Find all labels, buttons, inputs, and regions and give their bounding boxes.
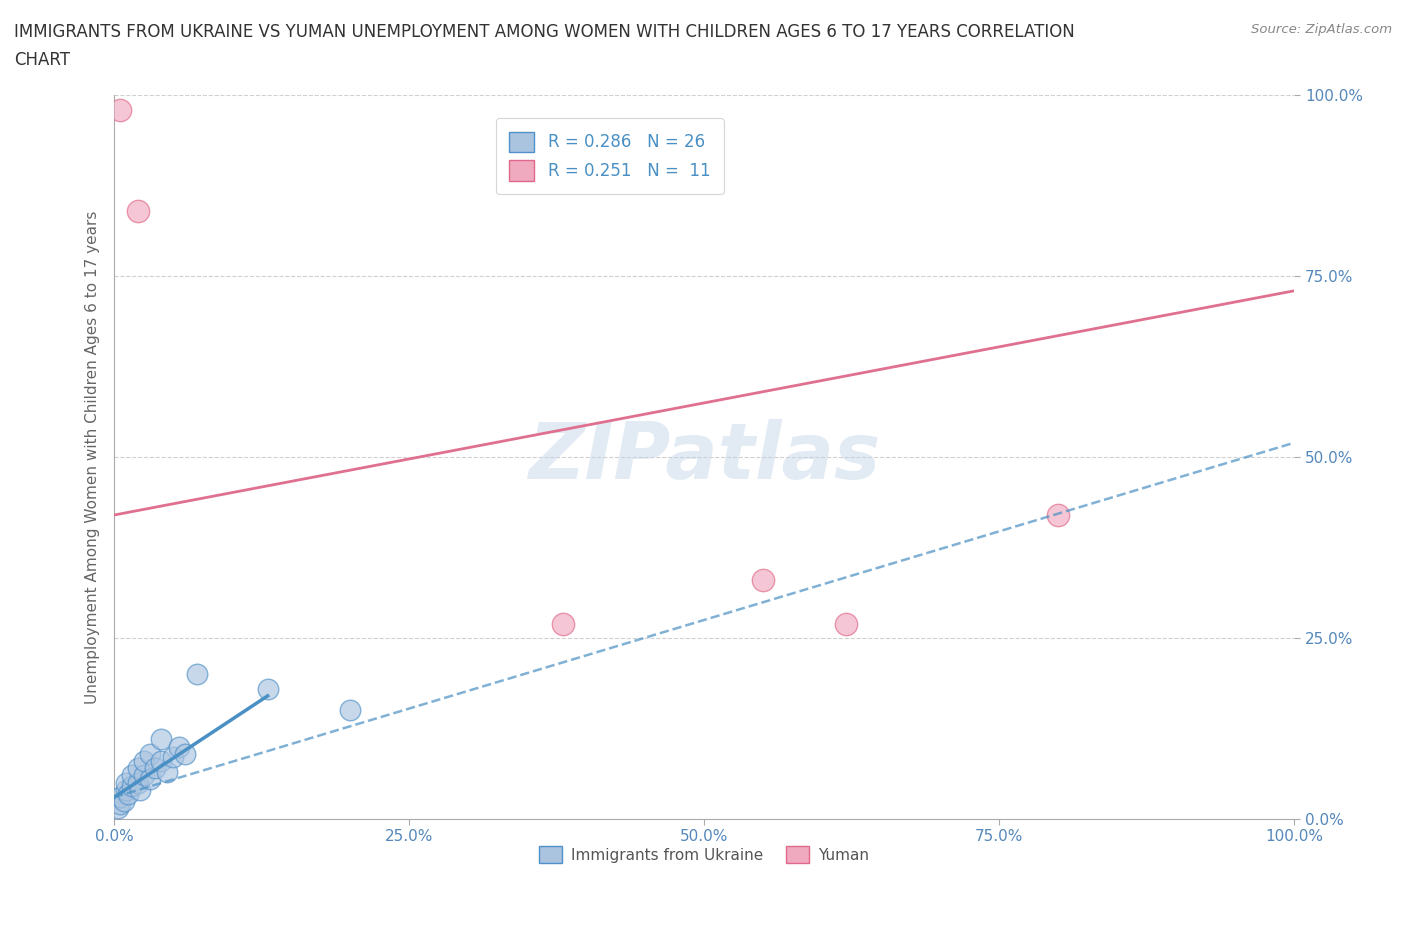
- Point: [108, 790, 131, 804]
- Y-axis label: Unemployment Among Women with Children Ages 6 to 17 years: Unemployment Among Women with Children A…: [86, 210, 100, 704]
- Point: [174, 746, 197, 761]
- Point: [121, 768, 143, 783]
- Text: IMMIGRANTS FROM UKRAINE VS YUMAN UNEMPLOYMENT AMONG WOMEN WITH CHILDREN AGES 6 T: IMMIGRANTS FROM UKRAINE VS YUMAN UNEMPLO…: [14, 23, 1074, 41]
- Point: [117, 786, 139, 801]
- Point: [150, 732, 173, 747]
- Point: [339, 703, 361, 718]
- Point: [138, 746, 160, 761]
- Point: [551, 616, 574, 631]
- Legend: Immigrants from Ukraine, Yuman: Immigrants from Ukraine, Yuman: [533, 840, 876, 870]
- Point: [186, 667, 208, 682]
- Point: [115, 776, 138, 790]
- Point: [132, 753, 155, 768]
- Point: [256, 681, 278, 696]
- Point: [752, 573, 775, 588]
- Text: Source: ZipAtlas.com: Source: ZipAtlas.com: [1251, 23, 1392, 36]
- Point: [112, 793, 135, 808]
- Point: [138, 772, 160, 787]
- Text: CHART: CHART: [14, 51, 70, 69]
- Point: [108, 797, 131, 812]
- Point: [127, 204, 149, 219]
- Point: [167, 739, 190, 754]
- Point: [127, 776, 149, 790]
- Point: [129, 782, 152, 797]
- Text: ZIPatlas: ZIPatlas: [529, 419, 880, 495]
- Point: [150, 753, 173, 768]
- Point: [835, 616, 858, 631]
- Point: [156, 764, 179, 779]
- Point: [145, 761, 167, 776]
- Point: [162, 750, 184, 764]
- Point: [127, 761, 149, 776]
- Point: [115, 782, 138, 797]
- Point: [1047, 508, 1070, 523]
- Point: [132, 768, 155, 783]
- Point: [107, 801, 129, 816]
- Point: [108, 102, 131, 117]
- Point: [121, 778, 143, 793]
